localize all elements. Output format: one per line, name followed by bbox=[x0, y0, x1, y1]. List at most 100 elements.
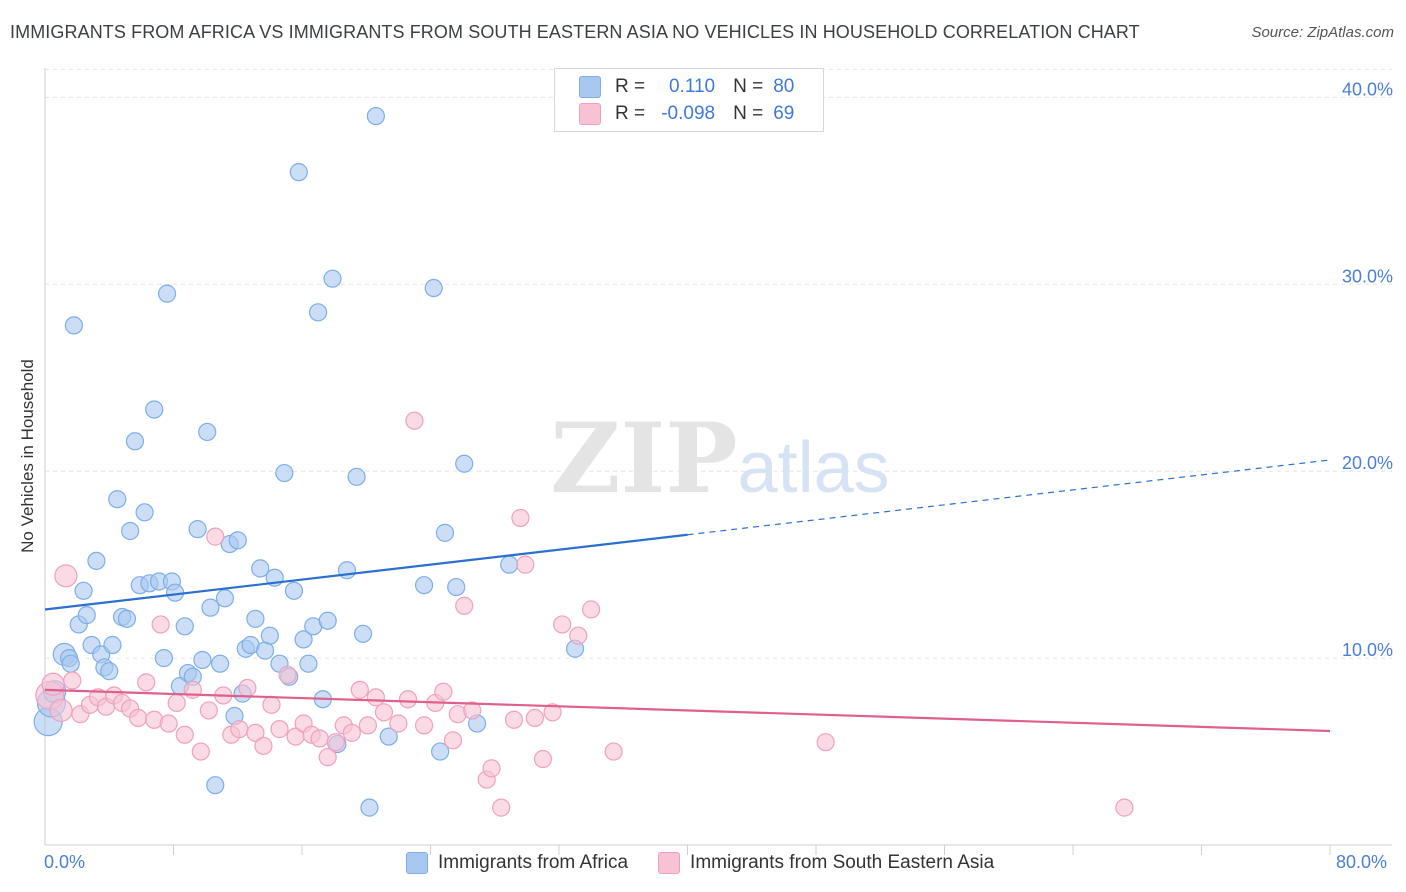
data-point bbox=[353, 624, 373, 643]
data-point bbox=[175, 725, 194, 744]
data-point bbox=[206, 776, 225, 795]
data-point bbox=[434, 682, 453, 701]
data-point bbox=[87, 551, 106, 571]
data-point bbox=[455, 596, 474, 615]
data-point bbox=[398, 690, 418, 709]
chart-title: IMMIGRANTS FROM AFRICA VS IMMIGRANTS FRO… bbox=[10, 22, 1140, 42]
legend-item-sea[interactable]: Immigrants from South Eastern Asia bbox=[658, 852, 994, 874]
data-point bbox=[326, 733, 345, 752]
data-point bbox=[270, 720, 289, 739]
data-point bbox=[246, 609, 265, 628]
data-point bbox=[318, 748, 337, 767]
r-value: 0.110 bbox=[668, 76, 716, 97]
data-point bbox=[360, 798, 379, 817]
data-point bbox=[121, 521, 140, 541]
data-point bbox=[49, 698, 73, 723]
data-point bbox=[228, 531, 247, 550]
trend-line-africa bbox=[44, 533, 688, 611]
data-point bbox=[447, 577, 466, 597]
data-point bbox=[41, 672, 65, 696]
source-label: Source: ZipAtlas.com bbox=[1251, 24, 1394, 41]
data-point bbox=[389, 714, 408, 733]
data-point bbox=[238, 678, 257, 698]
data-point bbox=[100, 662, 119, 681]
legend-item-africa[interactable]: Immigrants from Africa bbox=[406, 852, 628, 874]
data-point bbox=[64, 316, 84, 335]
trend-layer bbox=[44, 459, 1331, 733]
data-point bbox=[125, 432, 145, 451]
sea-swatch bbox=[658, 852, 681, 874]
trend-line-africa-extension bbox=[687, 459, 1331, 536]
data-point bbox=[543, 703, 562, 722]
data-point bbox=[816, 733, 835, 752]
data-point bbox=[157, 284, 177, 303]
data-point bbox=[299, 654, 318, 673]
data-point bbox=[254, 736, 273, 756]
data-point bbox=[262, 695, 281, 714]
data-point bbox=[61, 654, 80, 673]
y-tick-label: 40.0% bbox=[1342, 79, 1393, 99]
n-label: N = bbox=[733, 103, 764, 124]
data-point bbox=[414, 576, 434, 595]
data-point bbox=[492, 798, 511, 817]
data-point bbox=[347, 467, 366, 486]
r-label: R = bbox=[615, 76, 646, 97]
stats-row-africa: R = 0.110 N = 80 bbox=[579, 74, 794, 100]
data-point bbox=[145, 400, 164, 419]
data-point bbox=[151, 615, 170, 634]
data-point bbox=[117, 609, 137, 628]
data-point bbox=[251, 559, 270, 578]
data-point bbox=[323, 269, 342, 288]
data-point bbox=[1115, 798, 1134, 817]
data-point bbox=[366, 106, 385, 126]
data-point bbox=[414, 716, 434, 735]
data-point bbox=[424, 278, 443, 298]
y-tick-labels: 10.0% 20.0% 30.0% 40.0% bbox=[1342, 79, 1393, 660]
data-point bbox=[54, 564, 78, 588]
data-point bbox=[604, 742, 623, 761]
data-point bbox=[188, 520, 207, 539]
data-point bbox=[167, 693, 186, 713]
stats-row-sea: R = -0.098 N = 69 bbox=[579, 101, 794, 127]
data-point bbox=[511, 508, 530, 528]
data-point bbox=[405, 411, 424, 430]
data-point bbox=[193, 650, 212, 670]
data-point bbox=[135, 503, 154, 522]
series-sea bbox=[35, 411, 1134, 817]
data-point bbox=[108, 490, 127, 509]
gridlines bbox=[45, 68, 1392, 659]
data-point bbox=[77, 606, 96, 625]
data-point bbox=[284, 581, 304, 600]
data-point bbox=[379, 727, 398, 746]
data-point bbox=[199, 701, 218, 720]
data-point bbox=[525, 708, 545, 728]
data-point bbox=[210, 654, 230, 673]
data-point bbox=[443, 731, 463, 750]
n-label: N = bbox=[733, 76, 764, 97]
trend-line-sea bbox=[44, 688, 1331, 733]
data-point bbox=[289, 163, 308, 182]
data-point bbox=[206, 527, 225, 546]
r-value: -0.098 bbox=[661, 103, 716, 124]
data-point bbox=[215, 589, 234, 608]
data-point bbox=[310, 729, 329, 748]
data-point bbox=[582, 600, 601, 619]
data-point bbox=[191, 742, 210, 761]
data-point bbox=[516, 555, 535, 574]
africa-swatch bbox=[579, 76, 601, 98]
data-point bbox=[337, 561, 357, 580]
data-point bbox=[318, 611, 337, 630]
data-point bbox=[63, 671, 82, 690]
data-point bbox=[275, 463, 294, 483]
watermark: ZIPatlas bbox=[550, 402, 889, 515]
data-point bbox=[504, 710, 524, 729]
legend: Immigrants from Africa Immigrants from S… bbox=[406, 852, 1024, 874]
data-point bbox=[482, 759, 501, 778]
data-point bbox=[201, 598, 220, 617]
data-point bbox=[358, 716, 377, 735]
data-point bbox=[294, 630, 313, 649]
data-point bbox=[198, 422, 217, 442]
data-point bbox=[350, 680, 369, 699]
data-point bbox=[159, 714, 178, 733]
data-point bbox=[569, 626, 588, 645]
